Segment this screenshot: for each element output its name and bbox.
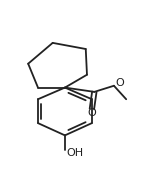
Text: OH: OH	[66, 148, 83, 158]
Text: O: O	[87, 108, 96, 118]
Text: O: O	[115, 78, 124, 88]
